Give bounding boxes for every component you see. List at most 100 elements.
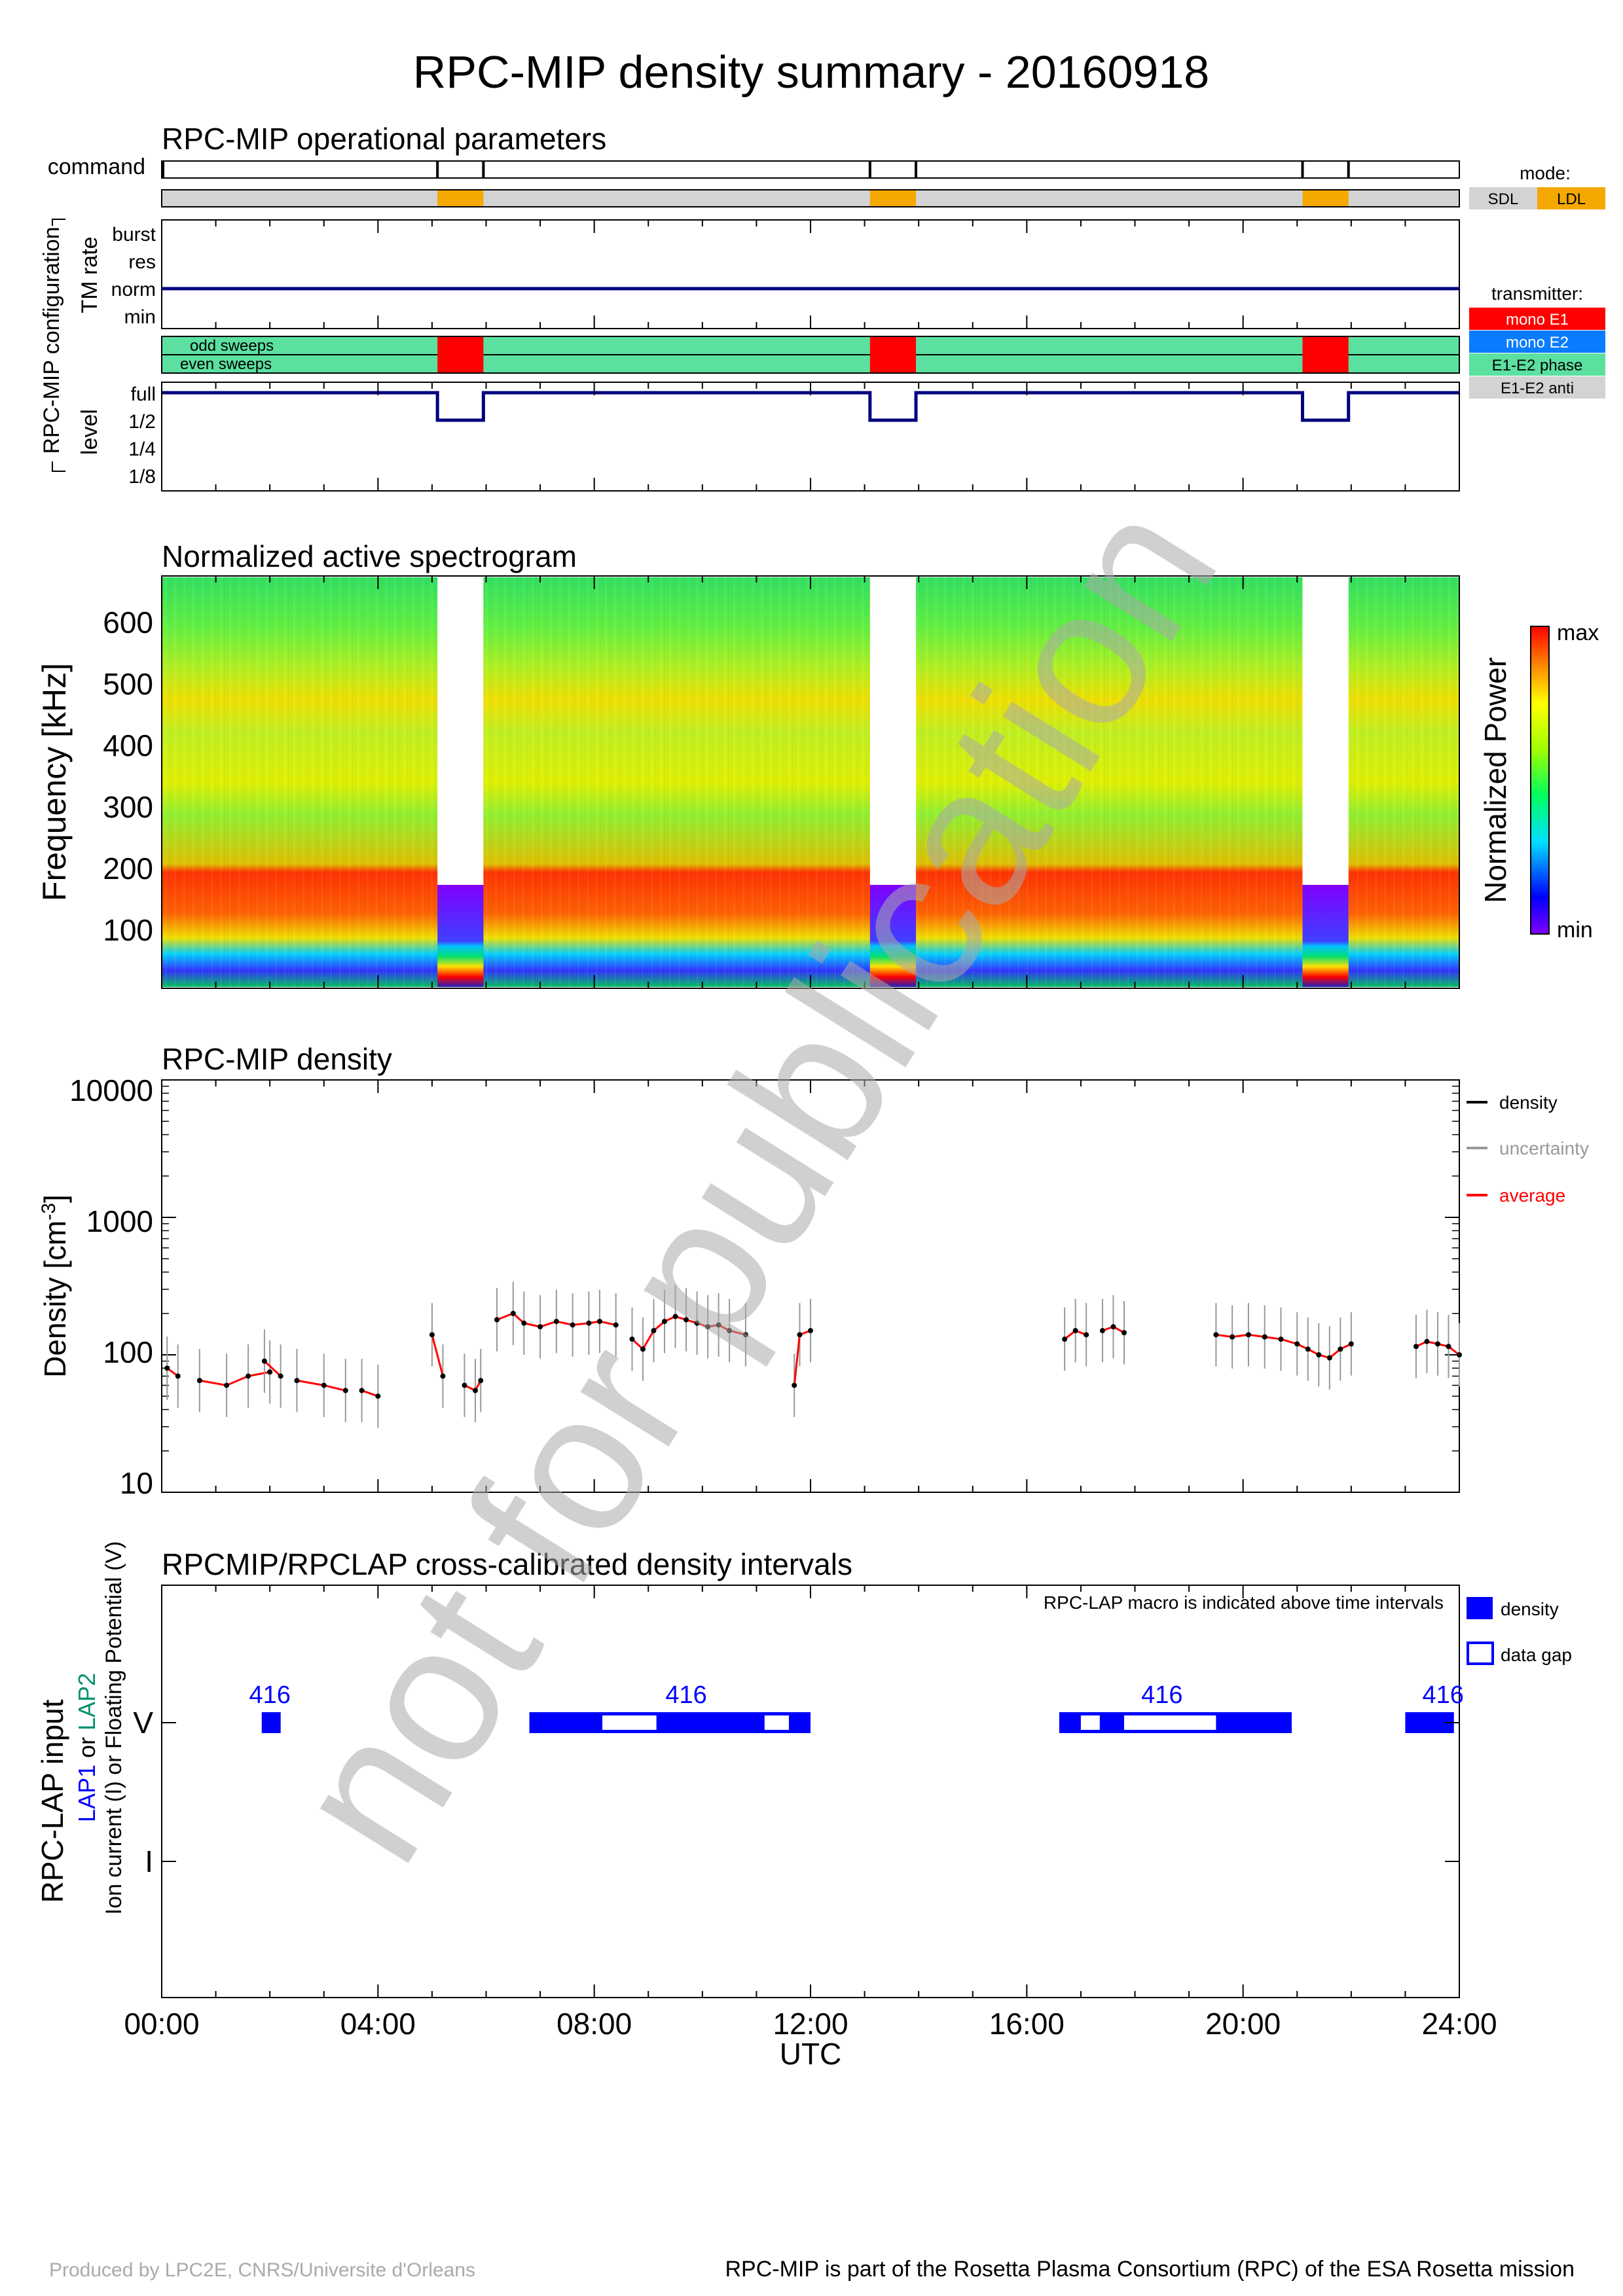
even-sweeps-label: even sweeps [180, 355, 272, 373]
tm-rate-box [161, 219, 1460, 329]
density-point [538, 1324, 543, 1330]
density-point [1434, 1341, 1440, 1347]
mode-track [161, 189, 1460, 207]
data-gap-interval [1080, 1715, 1100, 1730]
lap-ytick-v: V [133, 1706, 153, 1740]
density-point [440, 1373, 446, 1379]
spectrogram-gap [1302, 577, 1349, 885]
level-label: level [77, 409, 102, 455]
ops-panel-title: RPC-MIP operational parameters [162, 122, 606, 156]
tm-level-res: res [128, 251, 156, 273]
ldl-interval [869, 190, 917, 206]
level-half: 1/2 [128, 411, 156, 433]
density-point [1099, 1328, 1105, 1334]
density-point [472, 1388, 478, 1393]
density-point [267, 1369, 273, 1375]
density-point [1413, 1344, 1419, 1350]
density-point [1446, 1344, 1451, 1350]
density-point [1305, 1346, 1311, 1352]
level-full: full [131, 384, 156, 405]
utc-tick-label: 16:00 [989, 2007, 1065, 2041]
average-line [263, 1360, 282, 1377]
utc-tick-label: 04:00 [340, 2007, 416, 2041]
ldl-interval [437, 190, 484, 206]
colorbar [1530, 626, 1550, 935]
level-box [161, 382, 1460, 492]
spec-ytick-100: 100 [103, 913, 153, 947]
density-ytick-1000: 1000 [86, 1204, 153, 1238]
tx-phase-swatch [1469, 353, 1605, 376]
density-interval [261, 1712, 281, 1733]
spec-ytick-200: 200 [103, 852, 153, 886]
tx-mono-e2-swatch [1469, 331, 1605, 353]
density-point [705, 1324, 711, 1330]
command-track [161, 160, 1460, 179]
colorbar-title: Normalized Power [1478, 657, 1512, 903]
level-quarter: 1/4 [128, 439, 156, 460]
density-point [1230, 1334, 1235, 1340]
mode-sdl-swatch [1469, 187, 1537, 209]
macro-label: 416 [249, 1681, 290, 1709]
spectrogram-y-ticks: 100 200 300 400 500 600 [103, 605, 153, 947]
density-point [261, 1358, 267, 1364]
spec-ytick-500: 500 [103, 667, 153, 701]
legend-uncertainty-label: uncertainty [1499, 1138, 1589, 1158]
ldl-interval [1302, 190, 1349, 206]
odd-sweeps-label: odd sweeps [190, 337, 274, 355]
legend-density-label: density [1499, 1092, 1558, 1113]
spectrogram-texture [162, 577, 1459, 987]
density-point [462, 1382, 467, 1388]
tx-mono-e1-swatch [1469, 308, 1605, 330]
density-point [1262, 1334, 1267, 1340]
lap-legend-density-label: density [1501, 1599, 1559, 1619]
command-label: command [48, 154, 145, 179]
density-point [224, 1382, 230, 1388]
data-gap-interval [764, 1715, 789, 1730]
density-point [797, 1332, 803, 1338]
utc-tick-label: 12:00 [773, 2007, 848, 2041]
mono-e1-interval [869, 337, 917, 372]
density-ytick-100: 100 [103, 1335, 153, 1369]
density-point [629, 1336, 635, 1342]
tm-level-burst: burst [112, 224, 156, 245]
density-point [596, 1318, 602, 1324]
density-point [1424, 1338, 1430, 1344]
density-point [175, 1373, 181, 1379]
mode-legend-title: mode: [1520, 163, 1571, 183]
tm-level-norm: norm [111, 279, 156, 300]
utc-tick-label: 20:00 [1205, 2007, 1281, 2041]
density-point [278, 1373, 283, 1379]
density-panel-title: RPC-MIP density [162, 1042, 392, 1076]
density-point [1457, 1352, 1462, 1357]
density-point [716, 1322, 721, 1328]
mono-e1-interval [437, 337, 484, 372]
utc-tick-labels: 00:00 04:00 08:00 12:00 16:00 20:00 24:00 [124, 220, 1497, 2041]
density-point [1062, 1336, 1068, 1342]
density-point [294, 1378, 300, 1384]
data-gap-interval [1123, 1715, 1216, 1730]
tx-anti-label: E1-E2 anti [1501, 380, 1574, 397]
footer-mission: RPC-MIP is part of the Rosetta Plasma Co… [725, 2257, 1575, 2282]
spec-ytick-600: 600 [103, 605, 153, 639]
macro-label: 416 [1141, 1681, 1182, 1709]
mono-e1-intervals [437, 337, 1349, 372]
tm-level-min: min [124, 306, 156, 328]
macro-label: 416 [665, 1681, 706, 1709]
utc-tick-label: 00:00 [124, 2007, 199, 2041]
config-bracket [52, 219, 65, 472]
density-point [196, 1378, 202, 1384]
density-point [494, 1317, 500, 1323]
lap-legend-gap-label: data gap [1501, 1645, 1572, 1665]
density-point [1338, 1346, 1343, 1352]
average-line [361, 1390, 378, 1397]
density-point [808, 1328, 813, 1334]
lap-ylabel-quantity: Ion current (I) or Floating Potential (V… [101, 1541, 126, 1915]
spectrogram-gap [437, 577, 484, 885]
density-point [727, 1328, 733, 1334]
lap-legend-density-swatch [1467, 1597, 1493, 1619]
ldl-intervals [437, 190, 1349, 206]
density-ytick-10: 10 [120, 1466, 153, 1500]
density-point [662, 1318, 668, 1324]
spectrogram-image [162, 577, 1459, 987]
density-point [1348, 1341, 1354, 1347]
